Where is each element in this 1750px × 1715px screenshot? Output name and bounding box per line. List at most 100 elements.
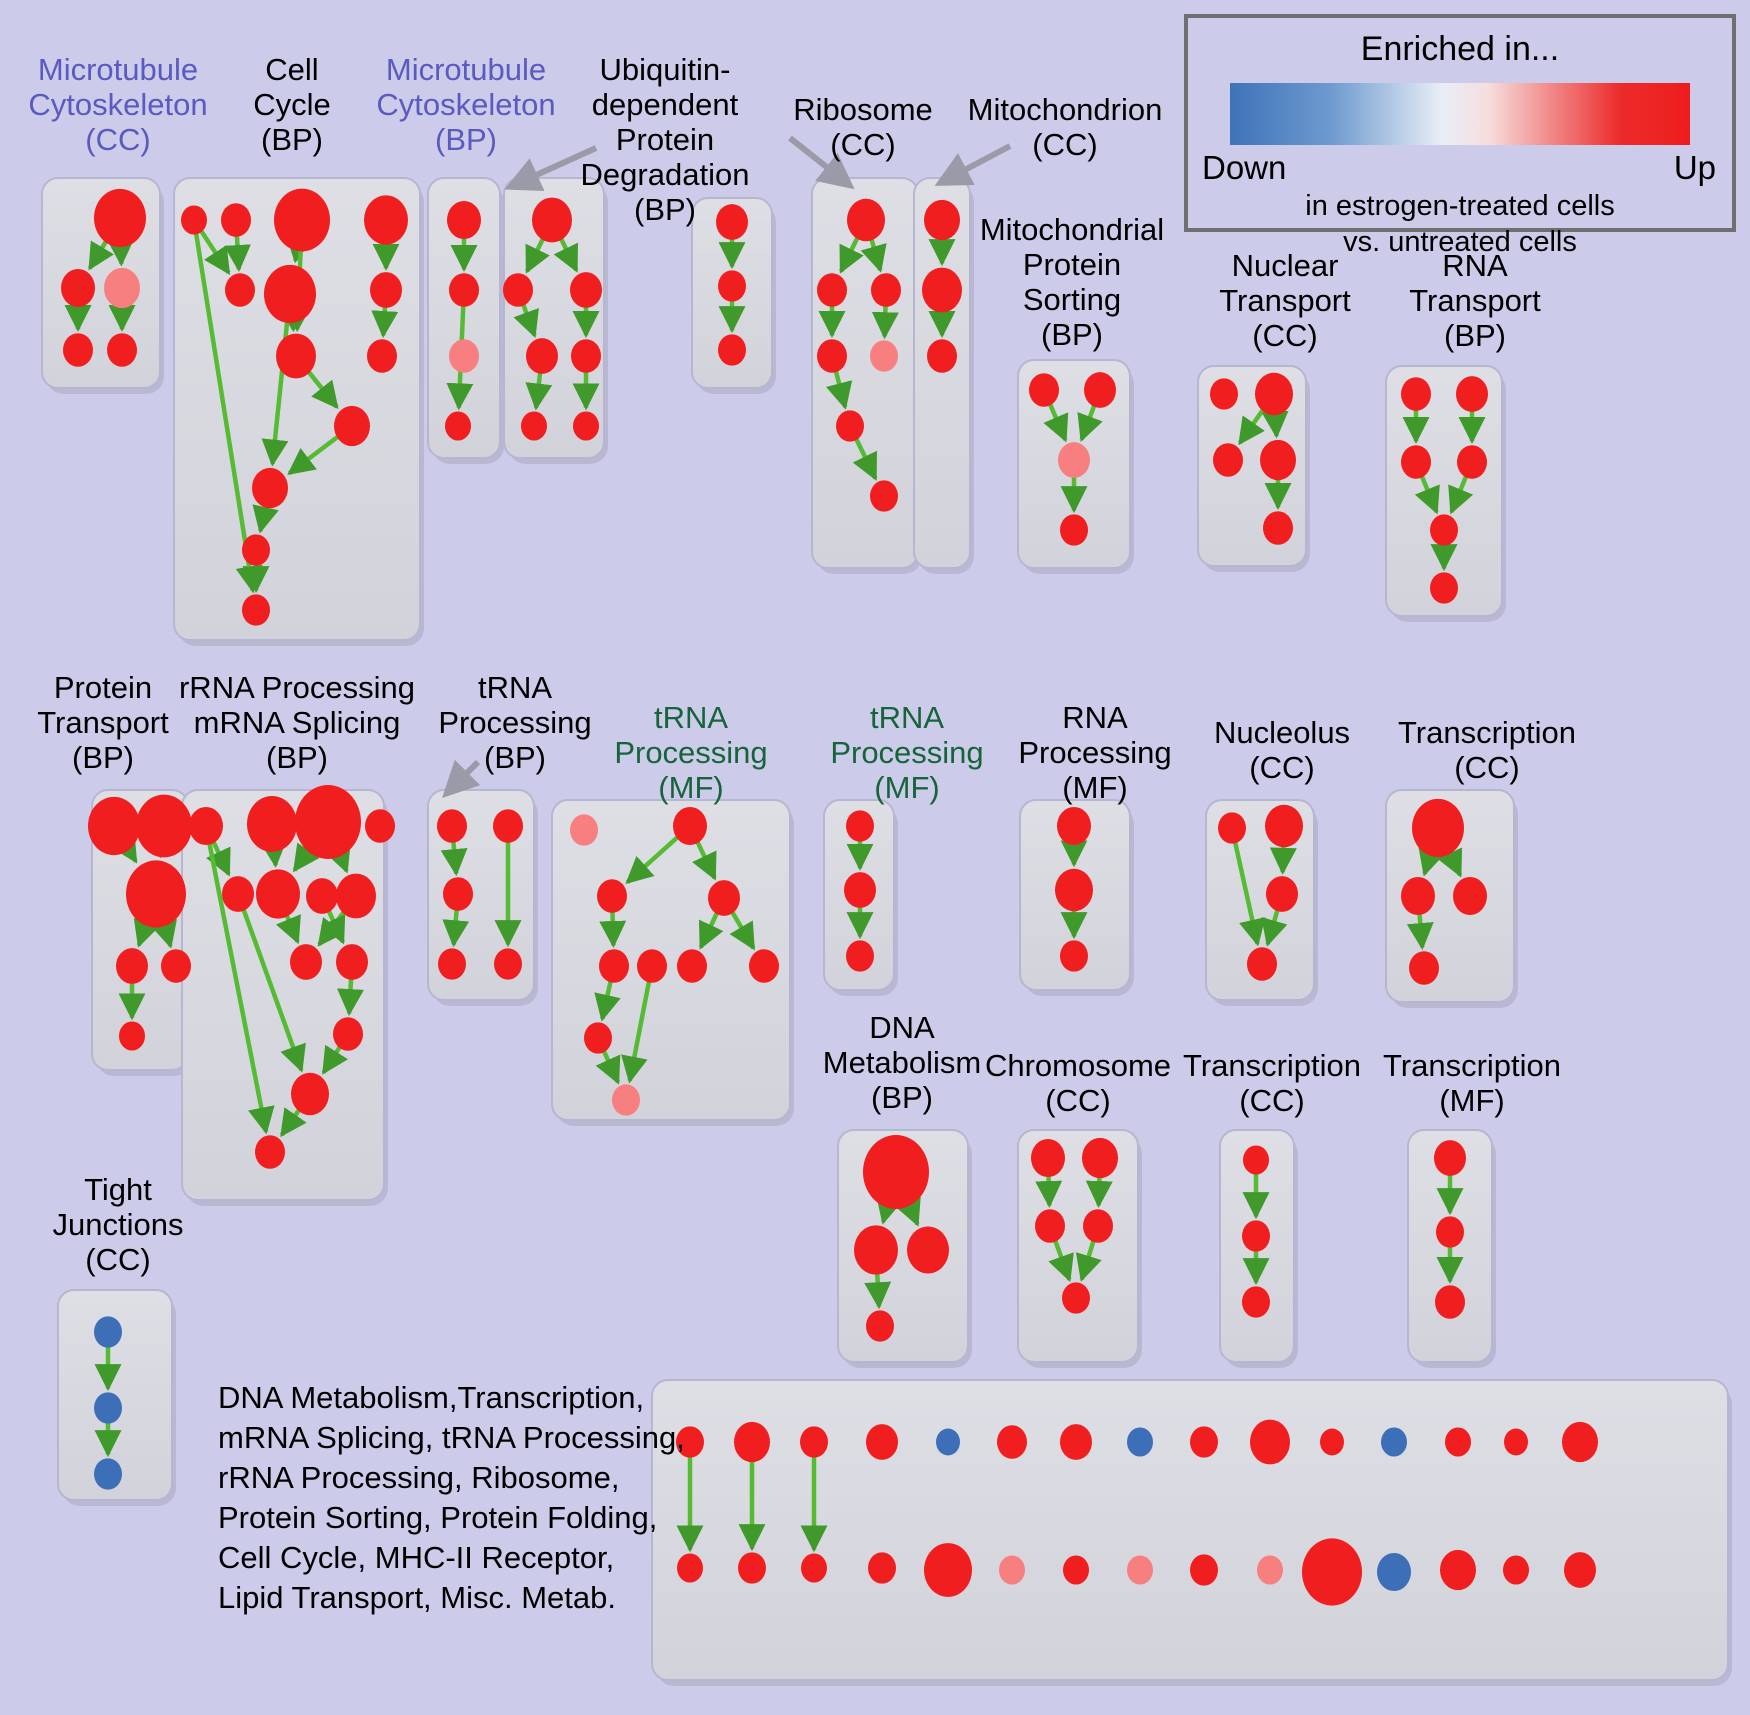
network-node[interactable]: [871, 273, 901, 307]
network-node[interactable]: [447, 200, 481, 240]
network-node[interactable]: [295, 785, 361, 859]
network-node[interactable]: [189, 806, 223, 846]
network-node[interactable]: [708, 880, 740, 916]
network-node[interactable]: [1255, 372, 1293, 416]
network-node[interactable]: [571, 339, 601, 373]
network-node[interactable]: [1401, 377, 1431, 411]
network-node[interactable]: [1263, 511, 1293, 545]
network-node[interactable]: [1250, 1419, 1290, 1465]
network-node[interactable]: [181, 205, 207, 235]
network-node[interactable]: [94, 188, 146, 248]
network-node[interactable]: [1377, 1552, 1411, 1592]
network-node[interactable]: [1401, 445, 1431, 479]
network-node[interactable]: [1453, 876, 1487, 916]
network-node[interactable]: [1434, 1140, 1466, 1176]
network-node[interactable]: [449, 273, 479, 307]
network-node[interactable]: [718, 334, 746, 366]
network-node[interactable]: [136, 794, 192, 858]
network-node[interactable]: [443, 877, 473, 911]
network-node[interactable]: [367, 339, 397, 373]
network-node[interactable]: [749, 949, 779, 983]
network-node[interactable]: [107, 333, 137, 367]
network-node[interactable]: [274, 188, 330, 252]
network-node[interactable]: [1190, 1554, 1218, 1586]
network-node[interactable]: [242, 534, 270, 566]
network-node[interactable]: [801, 1553, 827, 1583]
network-node[interactable]: [116, 948, 148, 984]
network-node[interactable]: [1055, 868, 1093, 912]
network-node[interactable]: [927, 339, 957, 373]
network-node[interactable]: [863, 1135, 929, 1209]
network-node[interactable]: [1247, 947, 1277, 981]
network-node[interactable]: [1302, 1538, 1362, 1606]
network-node[interactable]: [1409, 951, 1439, 985]
network-node[interactable]: [94, 1392, 122, 1424]
network-node[interactable]: [291, 1072, 329, 1116]
network-node[interactable]: [1436, 1216, 1464, 1248]
network-node[interactable]: [365, 809, 395, 843]
network-node[interactable]: [817, 339, 847, 373]
network-node[interactable]: [836, 410, 864, 442]
network-node[interactable]: [999, 1555, 1025, 1585]
network-node[interactable]: [1127, 1427, 1153, 1457]
network-node[interactable]: [437, 809, 467, 843]
network-node[interactable]: [924, 1543, 972, 1597]
network-node[interactable]: [716, 204, 748, 240]
network-node[interactable]: [1320, 1428, 1344, 1456]
network-node[interactable]: [526, 338, 558, 374]
network-node[interactable]: [1058, 442, 1090, 478]
network-node[interactable]: [673, 806, 707, 846]
network-node[interactable]: [1401, 876, 1435, 916]
network-node[interactable]: [161, 949, 191, 983]
network-node[interactable]: [570, 272, 602, 308]
network-node[interactable]: [242, 594, 270, 626]
network-node[interactable]: [1035, 1209, 1065, 1243]
network-node[interactable]: [1457, 445, 1487, 479]
network-node[interactable]: [493, 809, 523, 843]
network-node[interactable]: [1381, 1427, 1407, 1457]
network-node[interactable]: [1257, 1555, 1283, 1585]
network-node[interactable]: [734, 1421, 770, 1463]
network-node[interactable]: [1082, 1137, 1118, 1179]
network-node[interactable]: [1057, 806, 1091, 846]
network-node[interactable]: [1430, 514, 1458, 546]
network-node[interactable]: [997, 1425, 1027, 1459]
network-node[interactable]: [1083, 1209, 1113, 1243]
network-node[interactable]: [612, 1084, 640, 1116]
network-node[interactable]: [247, 796, 297, 852]
network-node[interactable]: [1265, 804, 1303, 848]
network-node[interactable]: [334, 405, 370, 447]
network-node[interactable]: [1060, 1424, 1092, 1460]
network-node[interactable]: [1435, 1285, 1465, 1319]
network-node[interactable]: [597, 879, 627, 913]
network-node[interactable]: [718, 270, 746, 302]
network-node[interactable]: [1562, 1421, 1598, 1463]
network-node[interactable]: [637, 949, 667, 983]
network-node[interactable]: [1430, 572, 1458, 604]
network-node[interactable]: [676, 1426, 704, 1458]
network-node[interactable]: [1266, 876, 1298, 912]
network-node[interactable]: [846, 810, 874, 842]
network-node[interactable]: [532, 197, 572, 243]
network-node[interactable]: [924, 199, 960, 241]
network-node[interactable]: [104, 267, 140, 309]
network-node[interactable]: [1440, 1549, 1476, 1591]
network-node[interactable]: [738, 1552, 766, 1584]
network-node[interactable]: [936, 1428, 960, 1456]
network-node[interactable]: [817, 273, 847, 307]
network-node[interactable]: [336, 944, 368, 980]
network-node[interactable]: [1260, 439, 1296, 481]
network-node[interactable]: [1190, 1426, 1218, 1458]
network-node[interactable]: [1504, 1428, 1528, 1456]
network-node[interactable]: [677, 1553, 703, 1583]
network-node[interactable]: [1029, 373, 1059, 407]
network-node[interactable]: [521, 411, 547, 441]
network-node[interactable]: [922, 267, 962, 313]
network-node[interactable]: [63, 333, 93, 367]
network-node[interactable]: [573, 411, 599, 441]
network-node[interactable]: [1062, 1282, 1090, 1314]
network-node[interactable]: [222, 876, 254, 912]
network-node[interactable]: [1060, 514, 1088, 546]
network-node[interactable]: [1242, 1286, 1270, 1318]
network-node[interactable]: [844, 872, 876, 908]
